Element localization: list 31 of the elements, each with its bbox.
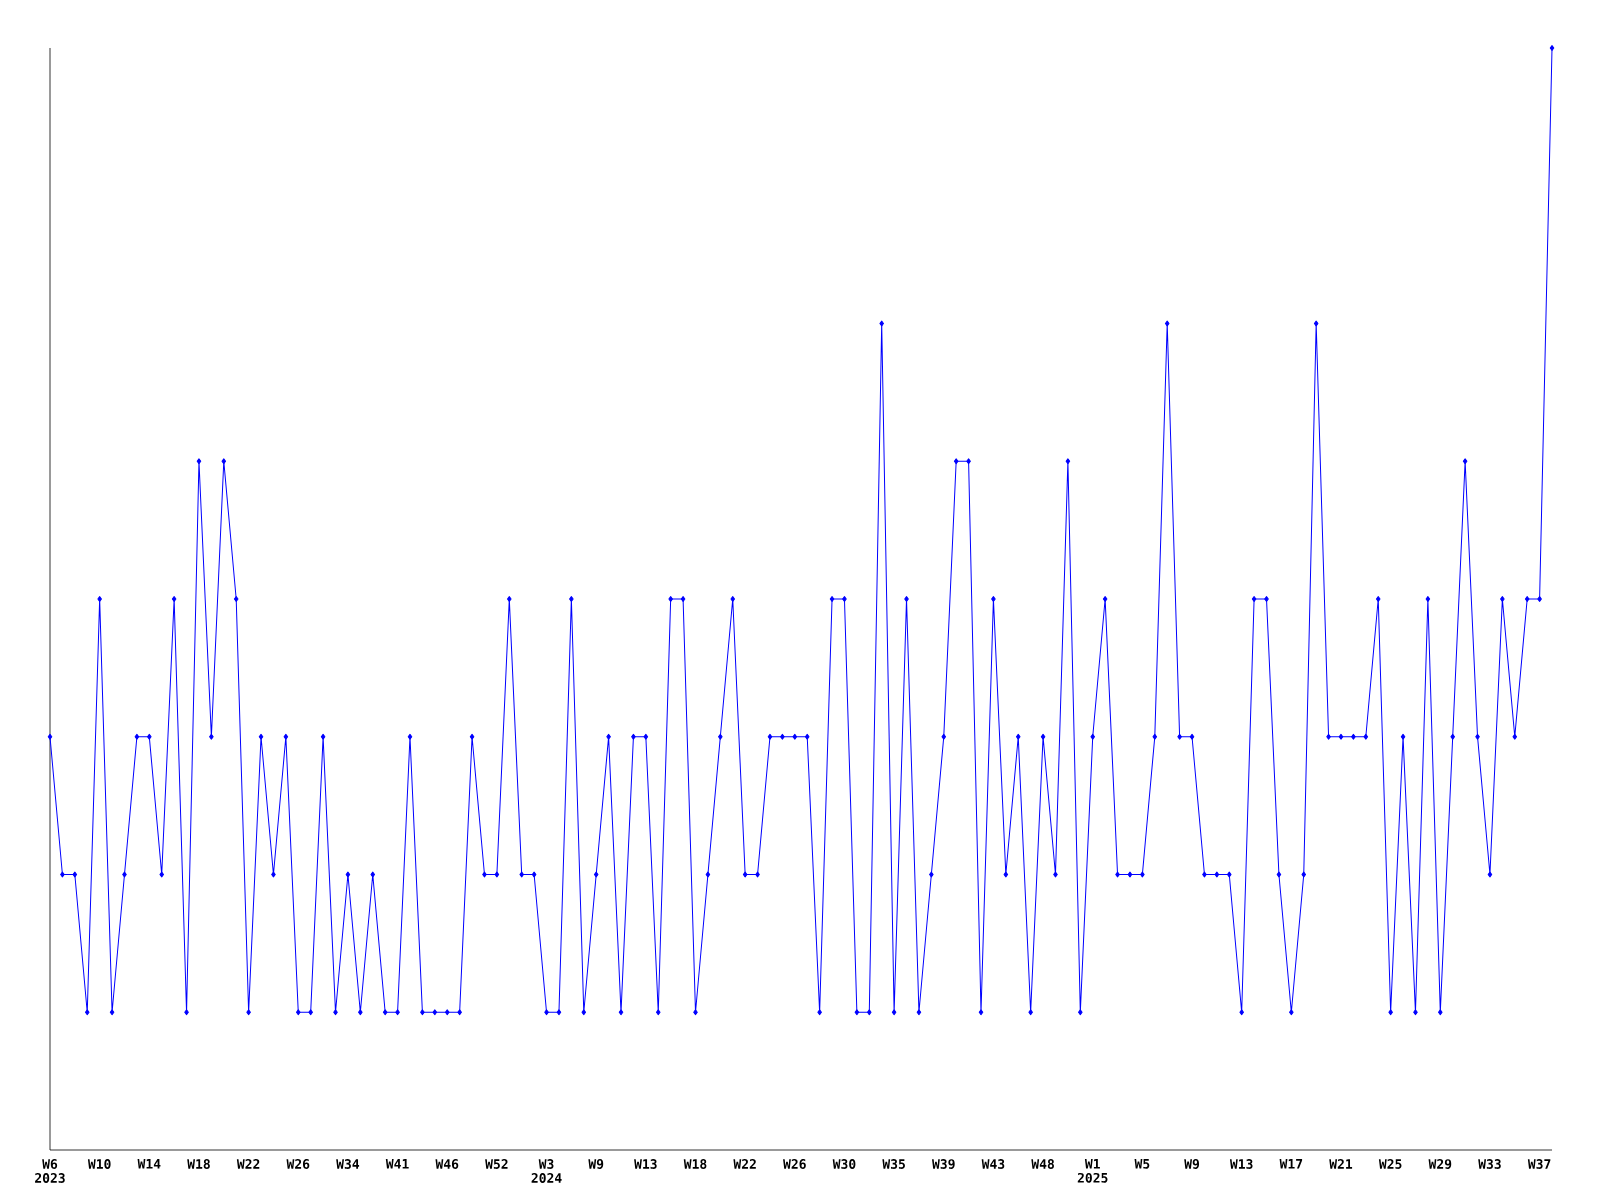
x-tick-label: W9 — [1184, 1159, 1200, 1169]
x-tick-label: W52 — [485, 1159, 508, 1169]
x-tick-label: W34 — [336, 1159, 360, 1169]
x-tick-label: W30 — [832, 1159, 856, 1169]
x-tick-label: W48 — [1031, 1159, 1054, 1169]
x-tick-label: W21 — [1329, 1159, 1353, 1169]
x-tick-label: W26 — [783, 1159, 806, 1169]
x-tick-label: W9 — [588, 1159, 604, 1169]
x-tick-label: W6 2023 — [35, 1159, 65, 1183]
x-tick-label: W43 — [981, 1159, 1005, 1169]
x-tick-label: W26 — [286, 1159, 310, 1169]
x-tick-label: W17 — [1279, 1159, 1303, 1169]
x-tick-label: W22 — [236, 1159, 260, 1169]
x-tick-label: W33 — [1478, 1159, 1501, 1169]
x-tick-label: W25 — [1378, 1159, 1402, 1169]
x-tick-label: W5 — [1134, 1159, 1150, 1169]
x-tick-label: W18 — [683, 1159, 707, 1169]
x-tick-label: W46 — [435, 1159, 459, 1169]
x-tick-label: W1 2025 — [1077, 1159, 1108, 1183]
x-tick-label: W10 — [87, 1159, 111, 1169]
x-tick-label: W41 — [385, 1159, 409, 1169]
x-tick-label: W37 — [1527, 1159, 1551, 1169]
x-tick-label: W22 — [733, 1159, 756, 1169]
x-tick-label: W3 2024 — [531, 1159, 562, 1183]
x-tick-label: W13 — [1229, 1159, 1253, 1169]
x-tick-label: W29 — [1428, 1159, 1452, 1169]
x-tick-label: W18 — [187, 1159, 210, 1169]
x-tick-label: W13 — [634, 1159, 657, 1169]
x-tick-label: W39 — [932, 1159, 955, 1169]
x-tick-label: W14 — [137, 1159, 161, 1169]
x-tick-label: W35 — [882, 1159, 905, 1169]
